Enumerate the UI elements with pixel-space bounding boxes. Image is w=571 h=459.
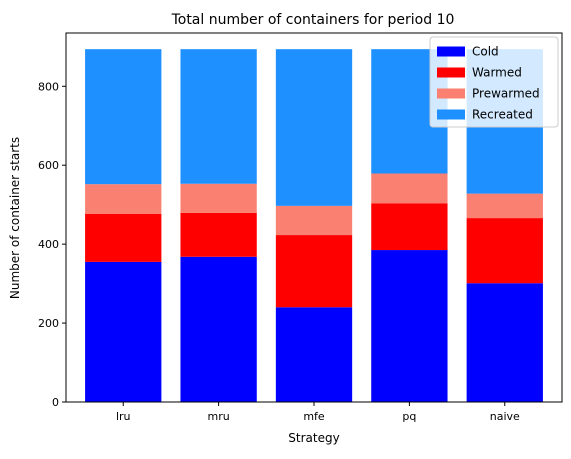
x-axis: lru mru mfe pq naive: [116, 402, 520, 423]
y-axis: 0 200 400 600 800: [38, 80, 66, 409]
plot-frame: [65, 32, 563, 403]
y-tick-label: 600: [38, 159, 59, 172]
bar-lru-prewarmed: [85, 184, 162, 214]
bar-mru-recreated: [180, 49, 257, 184]
bar-pq-prewarmed: [371, 173, 448, 204]
bar-mru-warmed: [180, 212, 257, 257]
legend-label-recreated: Recreated: [472, 108, 533, 122]
bar-naive-cold: [466, 283, 543, 402]
bar-mfe-recreated: [275, 49, 353, 206]
x-tick-label: lru: [116, 410, 131, 423]
bar-lru-cold: [85, 261, 162, 402]
y-tick-label: 800: [38, 80, 59, 93]
y-tick-label: 200: [38, 317, 59, 330]
legend-swatch-cold: [437, 46, 465, 57]
y-axis-label: Number of container starts: [8, 137, 22, 299]
bar-mfe-warmed: [275, 235, 353, 308]
y-tick-label: 400: [38, 238, 59, 251]
bar-mru-prewarmed: [180, 183, 257, 213]
legend-label-prewarmed: Prewarmed: [472, 87, 540, 101]
legend-label-cold: Cold: [472, 45, 499, 59]
x-tick-label: pq: [402, 410, 416, 423]
bars-group: [85, 49, 543, 402]
bar-naive-prewarmed: [466, 193, 543, 219]
legend-label-warmed: Warmed: [472, 66, 522, 80]
bar-lru-warmed: [85, 213, 162, 262]
x-tick-label: mfe: [303, 410, 325, 423]
y-tick-label: 0: [52, 396, 59, 409]
bar-mfe-prewarmed: [275, 205, 353, 236]
legend-swatch-warmed: [437, 67, 465, 78]
bar-pq-warmed: [371, 203, 448, 251]
bar-pq-cold: [371, 250, 448, 402]
legend-swatch-recreated: [437, 109, 465, 120]
x-axis-label: Strategy: [288, 431, 339, 445]
chart-title: Total number of containers for period 10: [171, 12, 455, 28]
legend-box: [429, 36, 559, 128]
x-tick-label: mru: [208, 410, 230, 423]
bar-mfe-cold: [275, 307, 353, 402]
x-tick-label: naive: [490, 410, 520, 423]
legend-swatch-prewarmed: [437, 88, 465, 99]
bar-mru-cold: [180, 256, 257, 402]
legend: Cold Warmed Prewarmed Recreated: [429, 36, 559, 128]
bar-naive-warmed: [466, 218, 543, 284]
bar-lru-recreated: [85, 49, 162, 185]
